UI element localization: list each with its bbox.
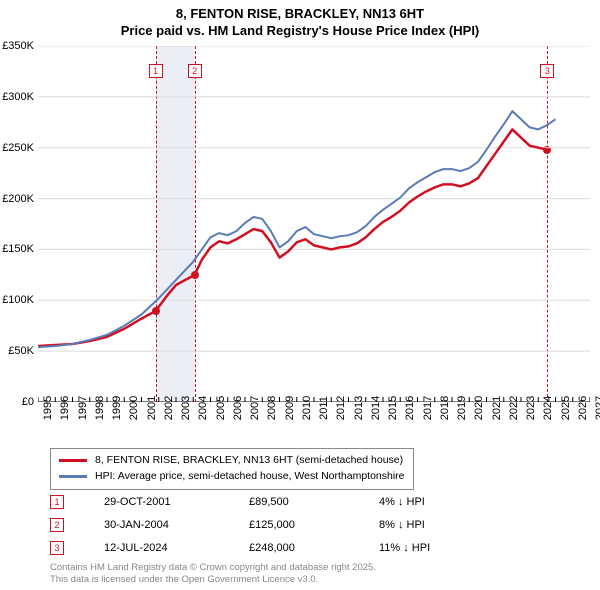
sale-diff: 4% ↓ HPI [379,496,489,508]
sales-row: 2 30-JAN-2004£125,0008% ↓ HPI [50,513,489,536]
sale-marker-icon: 1 [50,495,64,509]
sale-diff: 11% ↓ HPI [379,542,489,554]
x-tick-label: 2010 [301,396,313,420]
chart-plot-area: 123 [38,46,590,402]
x-tick-label: 2005 [215,396,227,420]
x-tick-label: 2001 [146,396,158,420]
chart-svg [38,46,590,402]
x-tick-label: 1999 [111,396,123,420]
sales-table: 1 29-OCT-2001£89,5004% ↓ HPI 2 30-JAN-2004£… [50,490,489,559]
x-tick-label: 2009 [284,396,296,420]
legend: 8, FENTON RISE, BRACKLEY, NN13 6HT (semi… [50,448,414,490]
y-tick-label: £50K [8,345,34,357]
y-tick-label: £200K [2,193,34,205]
footer: Contains HM Land Registry data © Crown c… [50,562,376,586]
sale-date: 29-OCT-2001 [104,496,249,508]
sales-row: 3 12-JUL-2024£248,00011% ↓ HPI [50,536,489,559]
x-tick-label: 2013 [353,396,365,420]
x-tick-label: 2007 [249,396,261,420]
x-tick-label: 1998 [94,396,106,420]
x-tick-label: 2004 [197,396,209,420]
x-tick-label: 2012 [335,396,347,420]
footer-line-1: Contains HM Land Registry data © Crown c… [50,562,376,574]
legend-swatch-hpi [59,475,87,478]
y-tick-label: £0 [22,396,34,408]
x-tick-label: 2014 [370,396,382,420]
x-tick-label: 2027 [594,396,600,420]
sale-diff: 8% ↓ HPI [379,519,489,531]
title-line-1: 8, FENTON RISE, BRACKLEY, NN13 6HT [0,6,600,23]
title-block: 8, FENTON RISE, BRACKLEY, NN13 6HT Price… [0,0,600,40]
legend-item-hpi: HPI: Average price, semi-detached house,… [59,469,405,485]
sale-price: £125,000 [249,519,379,531]
series-price_paid [38,129,547,346]
x-tick-label: 2020 [473,396,485,420]
x-tick-label: 1997 [77,396,89,420]
x-tick-label: 2000 [128,396,140,420]
y-tick-label: £100K [2,294,34,306]
x-tick-label: 2017 [422,396,434,420]
footer-line-2: This data is licensed under the Open Gov… [50,574,376,586]
x-tick-label: 2026 [577,396,589,420]
chart-container: 8, FENTON RISE, BRACKLEY, NN13 6HT Price… [0,0,600,590]
series-hpi [38,111,556,347]
legend-label-price-paid: 8, FENTON RISE, BRACKLEY, NN13 6HT (semi… [95,453,403,469]
x-tick-label: 2015 [387,396,399,420]
x-tick-label: 2006 [232,396,244,420]
x-tick-label: 2011 [318,396,330,420]
sales-row: 1 29-OCT-2001£89,5004% ↓ HPI [50,490,489,513]
y-tick-label: £250K [2,142,34,154]
x-tick-label: 2018 [439,396,451,420]
sale-date: 30-JAN-2004 [104,519,249,531]
sale-date: 12-JUL-2024 [104,542,249,554]
y-tick-label: £300K [2,91,34,103]
x-tick-label: 1996 [59,396,71,420]
y-tick-label: £150K [2,243,34,255]
x-tick-label: 1995 [42,396,54,420]
legend-swatch-price-paid [59,459,87,462]
x-tick-label: 2003 [180,396,192,420]
x-tick-label: 2023 [525,396,537,420]
legend-item-price-paid: 8, FENTON RISE, BRACKLEY, NN13 6HT (semi… [59,453,405,469]
sale-price: £89,500 [249,496,379,508]
sale-price: £248,000 [249,542,379,554]
title-line-2: Price paid vs. HM Land Registry's House … [0,23,600,40]
x-tick-label: 2024 [542,396,554,420]
x-tick-label: 2022 [508,396,520,420]
y-tick-label: £350K [2,40,34,52]
x-tick-label: 2025 [560,396,572,420]
x-tick-label: 2019 [456,396,468,420]
legend-label-hpi: HPI: Average price, semi-detached house,… [95,469,405,485]
x-tick-label: 2016 [404,396,416,420]
x-tick-label: 2021 [491,396,503,420]
sale-marker-icon: 3 [50,541,64,555]
x-tick-label: 2008 [266,396,278,420]
x-tick-label: 2002 [163,396,175,420]
sale-marker-icon: 2 [50,518,64,532]
